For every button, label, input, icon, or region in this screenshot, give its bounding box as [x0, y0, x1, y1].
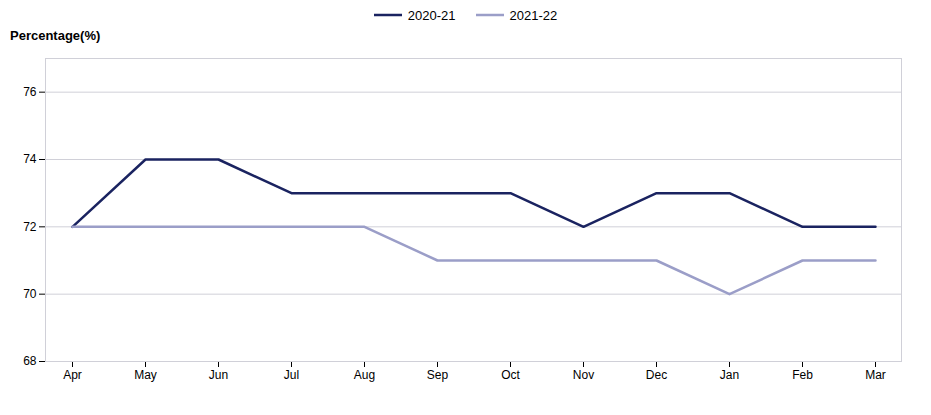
svg-text:Apr: Apr — [63, 368, 82, 382]
svg-text:70: 70 — [23, 287, 37, 301]
svg-text:Nov: Nov — [573, 368, 594, 382]
svg-text:76: 76 — [23, 85, 37, 99]
svg-text:74: 74 — [23, 152, 37, 166]
svg-text:72: 72 — [23, 220, 37, 234]
svg-text:Oct: Oct — [501, 368, 520, 382]
svg-text:Sep: Sep — [427, 368, 449, 382]
svg-text:Dec: Dec — [646, 368, 667, 382]
svg-text:Mar: Mar — [865, 368, 886, 382]
svg-text:May: May — [134, 368, 157, 382]
svg-text:Aug: Aug — [354, 368, 375, 382]
svg-text:Jan: Jan — [720, 368, 739, 382]
svg-text:Jul: Jul — [284, 368, 299, 382]
html-text:2021-22: 2021-22 — [509, 7, 558, 23]
svg-text:68: 68 — [23, 354, 37, 368]
html-text:Percentage(%): Percentage(%) — [10, 28, 101, 43]
svg-text:Feb: Feb — [792, 368, 813, 382]
svg-text:Jun: Jun — [209, 368, 228, 382]
html-text:2020-21: 2020-21 — [407, 7, 456, 23]
